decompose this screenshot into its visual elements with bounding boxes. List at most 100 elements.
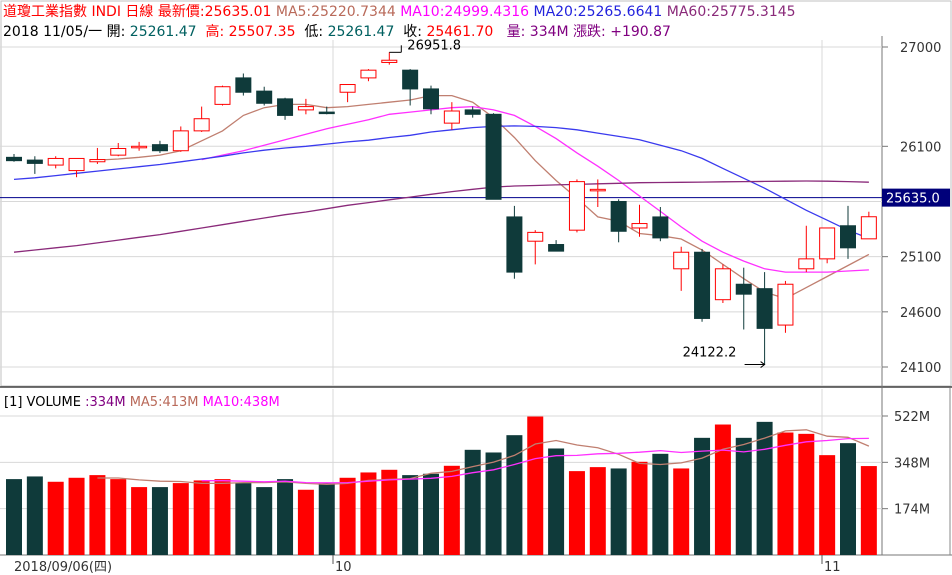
volume-bar xyxy=(256,487,273,555)
candle xyxy=(610,199,627,243)
open-label: 開: xyxy=(107,24,126,40)
change-value: +190.87 xyxy=(610,24,671,40)
candle-body xyxy=(214,86,231,105)
volume-bar xyxy=(6,479,22,555)
volume-axis-ticks: 522M 348M 174M xyxy=(882,410,930,518)
bar-date: 2018 11/05/一 xyxy=(3,24,102,40)
candle xyxy=(6,154,22,162)
candle xyxy=(464,106,481,118)
volume-bar xyxy=(443,465,460,555)
volume-bar xyxy=(506,435,523,555)
candle-body xyxy=(485,113,502,200)
candle-body xyxy=(47,157,64,166)
change-label: 漲跌: xyxy=(573,24,606,40)
candle-body xyxy=(819,227,836,260)
close-value: 25461.70 xyxy=(426,24,493,40)
candle xyxy=(652,207,669,242)
volume-bar xyxy=(297,489,314,555)
candle xyxy=(819,227,836,264)
open-value: 25261.47 xyxy=(130,24,197,40)
volume-bar xyxy=(548,448,565,555)
volume-bar xyxy=(631,461,648,555)
candle-body xyxy=(131,145,148,149)
volume-bar xyxy=(840,443,856,555)
volume-bar xyxy=(714,424,731,555)
candle xyxy=(423,85,439,115)
volume-bars xyxy=(6,416,877,555)
volume-tick-label: 174M xyxy=(894,503,930,518)
candle xyxy=(568,179,585,233)
candle-body xyxy=(172,130,189,152)
volume-bar xyxy=(464,449,481,555)
info-line-1: 道瓊工業指數 INDI 日線 最新價:25635.01 MA5:25220.73… xyxy=(3,3,796,20)
volume-ma-line-ma5 xyxy=(97,429,870,486)
volume-bar xyxy=(277,479,294,555)
candle xyxy=(110,143,127,157)
volume-bar xyxy=(360,472,377,555)
candle-body xyxy=(568,181,585,231)
chart-title: 道瓊工業指數 INDI 日線 xyxy=(3,4,153,20)
price-axis-ticks: 270002610025600251002460024100 xyxy=(882,41,941,376)
low-annotation: 24122.2 xyxy=(683,346,766,368)
volume-bar xyxy=(402,475,419,555)
ma-line-ma60 xyxy=(13,180,869,253)
volume-bar xyxy=(756,421,773,555)
volume-bar xyxy=(610,468,627,555)
candle-body xyxy=(381,59,398,63)
volume-bar xyxy=(26,476,43,555)
candle-body xyxy=(527,231,544,242)
candle-body xyxy=(277,98,294,116)
price-tick-label: 27000 xyxy=(900,41,941,56)
annotation-label: 24122.2 xyxy=(683,346,737,361)
volume-bar xyxy=(735,437,752,555)
candle xyxy=(548,240,565,252)
candle xyxy=(485,113,502,200)
volume-bar xyxy=(568,471,585,555)
candle-body xyxy=(339,84,356,93)
candle-body xyxy=(193,118,210,132)
candle-body xyxy=(548,244,565,252)
volume-bar xyxy=(673,468,690,555)
candle xyxy=(798,225,815,273)
candle-body xyxy=(151,144,168,152)
candle-body xyxy=(631,223,648,229)
candle-body xyxy=(860,216,877,240)
candle xyxy=(297,98,314,115)
ma10-label: MA10: xyxy=(400,4,444,20)
candle xyxy=(277,97,294,120)
ma60-label: MA60: xyxy=(667,4,711,20)
candle-body xyxy=(26,159,43,164)
candle xyxy=(506,205,523,279)
ma20-label: MA20: xyxy=(533,4,577,20)
candle-body xyxy=(735,283,752,295)
candle xyxy=(402,69,419,106)
candle-body xyxy=(840,225,856,249)
candle xyxy=(443,102,460,130)
candle-body xyxy=(443,110,460,124)
moving-average-lines xyxy=(13,94,870,300)
price-gridlines xyxy=(0,40,882,555)
candle xyxy=(26,156,43,174)
candle xyxy=(381,52,398,65)
volume-value: 334M xyxy=(530,24,569,40)
candle-body xyxy=(402,69,419,90)
volume-ma-line-ma10 xyxy=(201,437,869,484)
volume-bar xyxy=(381,469,398,555)
candle-body xyxy=(694,251,711,319)
candle-body xyxy=(714,268,731,301)
ma-line-ma20 xyxy=(13,125,870,240)
volume-bar xyxy=(652,453,669,555)
candle xyxy=(193,106,210,132)
candle xyxy=(89,147,106,164)
candle-body xyxy=(68,157,85,172)
high-label: 高: xyxy=(206,23,225,40)
candle xyxy=(735,267,752,330)
candle xyxy=(68,157,85,178)
volume-title: [1] VOLUME xyxy=(4,395,81,410)
candle xyxy=(214,85,231,106)
candle xyxy=(131,141,148,151)
current-price-marker xyxy=(882,188,950,207)
volume-current: :334M xyxy=(85,395,125,410)
volume-bar xyxy=(798,433,815,555)
